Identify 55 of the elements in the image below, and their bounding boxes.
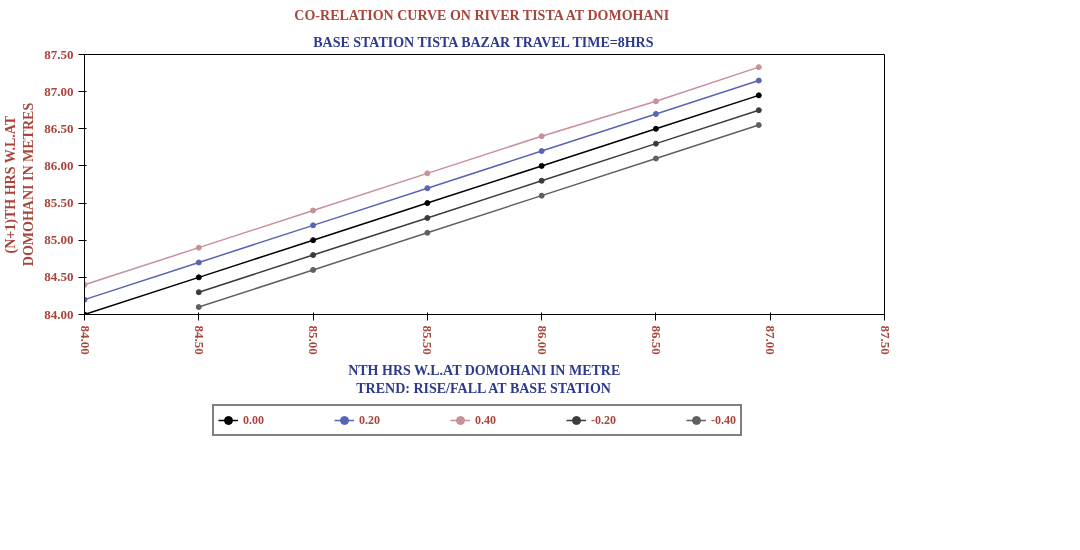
x-tick-label: 85.50 [420, 325, 436, 355]
x-tick-label: 84.00 [77, 325, 93, 355]
point [755, 92, 762, 99]
chart-subtitle: BASE STATION TISTA BAZAR TRAVEL TIME=8HRS [313, 34, 654, 50]
point [195, 259, 202, 266]
point [652, 125, 659, 132]
point [195, 274, 202, 281]
legend-label: -0.40 [711, 412, 736, 428]
point [195, 244, 202, 251]
point [424, 229, 431, 236]
point [424, 200, 431, 207]
point [652, 98, 659, 105]
point [652, 110, 659, 117]
point [310, 266, 317, 273]
y-tick-label: 87.00 [44, 83, 74, 99]
point [538, 162, 545, 169]
point [424, 170, 431, 177]
point [755, 122, 762, 129]
point [310, 252, 317, 259]
y-tick-label: 86.00 [44, 157, 74, 173]
point [424, 214, 431, 221]
y-tick-label: 84.50 [44, 269, 74, 285]
y-axis-title: (N+1)TH HRS W.L.AT DOMOHANI IN METRES [3, 102, 37, 267]
x-tick-label: 87.00 [763, 325, 779, 355]
legend-label: 0.40 [475, 412, 496, 428]
point [538, 133, 545, 140]
point [195, 289, 202, 296]
point [652, 155, 659, 162]
point [195, 304, 202, 311]
legend-label: 0.00 [243, 412, 264, 428]
y-tick-label: 86.50 [44, 120, 74, 136]
point [310, 207, 317, 214]
x-axis-title: NTH HRS W.L.AT DOMOHANI IN METRE TREND: RISE/FALL AT BASE STATION [348, 362, 621, 396]
x-tick-label: 84.50 [191, 325, 207, 355]
y-tick-label: 85.00 [44, 232, 74, 248]
point [755, 64, 762, 71]
point [755, 107, 762, 114]
point [755, 77, 762, 84]
x-tick-label: 86.00 [534, 325, 550, 355]
legend-label: -0.20 [591, 412, 616, 428]
point [652, 140, 659, 147]
point [538, 192, 545, 199]
y-tick-label: 84.00 [44, 306, 74, 322]
point [538, 148, 545, 155]
point [310, 237, 317, 244]
point [424, 185, 431, 192]
chart-title: CO-RELATION CURVE ON RIVER TISTA AT DOMOHANI [294, 7, 670, 23]
x-tick-label: 87.50 [877, 325, 893, 355]
point [310, 222, 317, 229]
y-tick-label: 85.50 [44, 195, 74, 211]
y-tick-label: 87.50 [44, 46, 74, 62]
x-tick-label: 85.00 [306, 325, 322, 355]
point [538, 177, 545, 184]
x-tick-label: 86.50 [648, 325, 664, 355]
legend-label: 0.20 [359, 412, 380, 428]
